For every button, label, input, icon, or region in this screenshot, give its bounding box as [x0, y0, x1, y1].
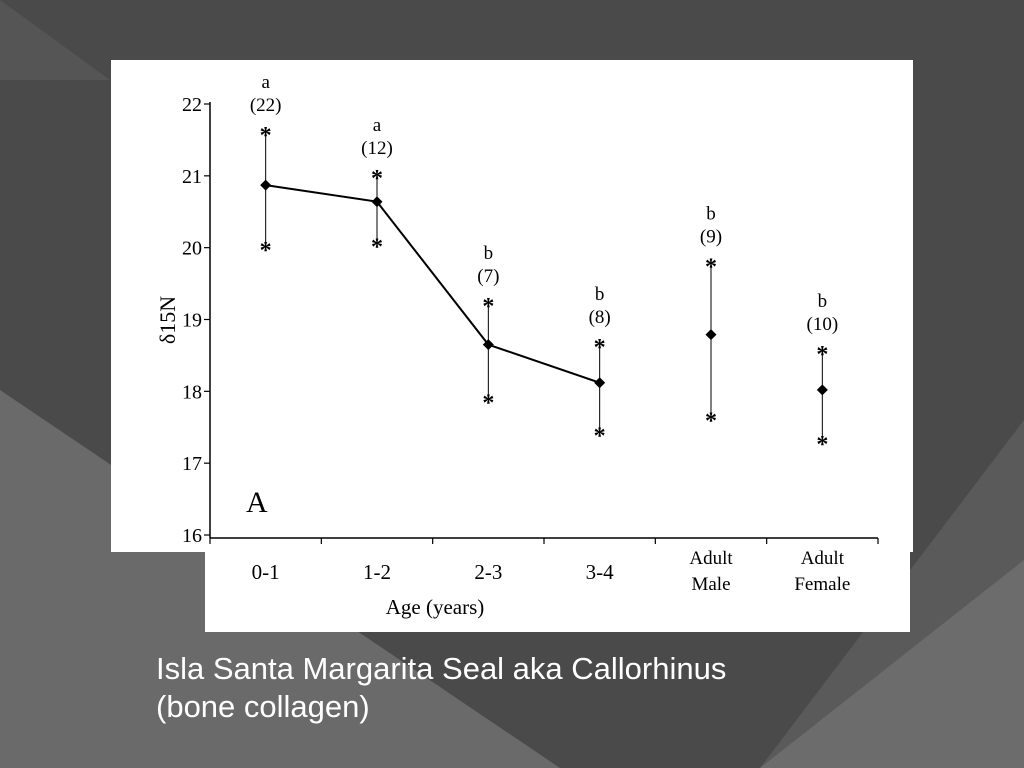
- significance-letter: a: [373, 115, 382, 136]
- significance-letter: b: [818, 291, 828, 312]
- mean-marker: [260, 179, 272, 191]
- figure-panel-top: [111, 60, 913, 552]
- y-tick-label: 17: [182, 453, 202, 475]
- figure-panel-bottom: [205, 540, 910, 632]
- x-tick-label: Male: [691, 574, 730, 595]
- min-star: *: [371, 234, 383, 260]
- y-tick-label: 18: [182, 381, 202, 403]
- y-tick-label: 22: [182, 94, 202, 116]
- mean-marker: [705, 329, 717, 341]
- max-star: *: [260, 123, 272, 149]
- y-tick-label: 16: [182, 525, 202, 547]
- caption-line-1: Isla Santa Margarita Seal aka Callorhinu…: [156, 651, 727, 686]
- x-tick-label: Adult: [801, 548, 845, 569]
- max-star: *: [705, 255, 717, 281]
- sample-size-label: (8): [589, 307, 611, 328]
- min-star: *: [482, 390, 494, 416]
- mean-marker: [482, 339, 494, 351]
- y-tick-label: 21: [182, 166, 202, 188]
- x-tick-label: 3-4: [586, 560, 614, 584]
- x-tick-label: Female: [794, 574, 850, 595]
- y-tick-label: 20: [182, 238, 202, 260]
- max-star: *: [482, 294, 494, 320]
- caption-line-2: (bone collagen): [156, 689, 370, 724]
- min-star: *: [594, 423, 606, 449]
- max-star: *: [594, 335, 606, 361]
- max-star: *: [371, 166, 383, 192]
- sample-size-label: (9): [700, 227, 722, 248]
- mean-marker: [371, 196, 383, 208]
- min-star: *: [705, 408, 717, 434]
- min-star: *: [816, 432, 828, 458]
- slide-caption: Isla Santa Margarita Seal aka Callorhinu…: [156, 650, 916, 726]
- x-tick-label: 2-3: [474, 560, 502, 584]
- significance-letter: b: [706, 204, 716, 225]
- x-tick-label: 1-2: [363, 560, 391, 584]
- mean-marker: [594, 377, 606, 389]
- significance-letter: b: [484, 243, 494, 264]
- sample-size-label: (7): [477, 266, 499, 287]
- sample-size-label: (12): [361, 138, 393, 159]
- max-star: *: [816, 342, 828, 368]
- mean-trend-line: [265, 184, 600, 384]
- panel-label: A: [246, 486, 268, 519]
- sample-size-label: (22): [250, 95, 282, 116]
- sample-size-label: (10): [807, 314, 839, 335]
- mean-marker: [816, 384, 828, 396]
- significance-letter: b: [595, 284, 605, 305]
- x-tick-label: Adult: [689, 548, 733, 569]
- min-star: *: [260, 238, 272, 264]
- x-axis-title: Age (years): [386, 595, 485, 619]
- y-axis-title: δ15N: [155, 296, 180, 344]
- x-tick-label: 0-1: [252, 560, 280, 584]
- significance-letter: a: [261, 72, 270, 93]
- y-tick-label: 19: [182, 310, 202, 332]
